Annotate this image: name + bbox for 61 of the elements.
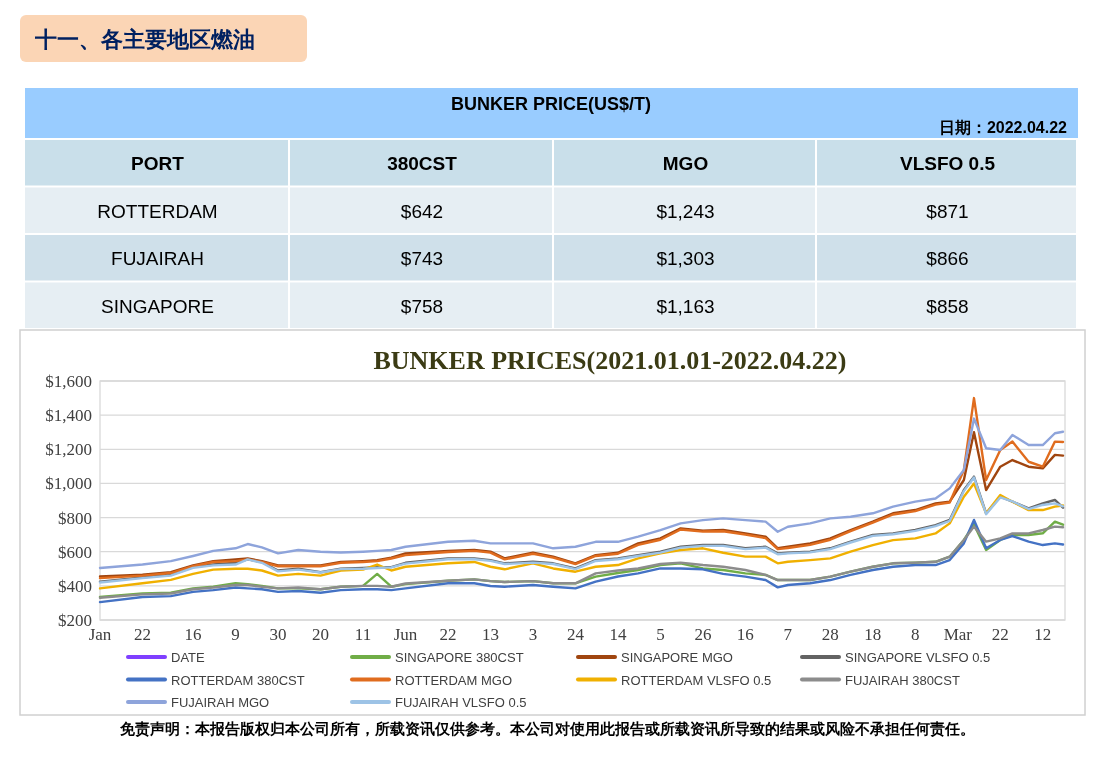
text: PORT	[131, 153, 185, 174]
x-tick-label: Mar	[943, 625, 973, 644]
x-tick-label: 22	[133, 625, 151, 644]
x-tick-label: 14	[609, 625, 627, 644]
text: $642	[400, 200, 444, 222]
category-label: FUJAIRAH	[111, 248, 204, 269]
legend-label: SINGAPORE VLSFO 0.5	[845, 650, 991, 665]
x-tick-label: 9	[231, 625, 240, 644]
category-label: ROTTERDAM	[97, 200, 218, 222]
y-tick-label: $800	[58, 508, 92, 528]
text: BUNKER PRICE(US$/T)	[450, 94, 652, 114]
y-tick-label: $1,200	[45, 440, 92, 460]
x-tick-label: 12	[1034, 625, 1052, 644]
x-tick-label: 5	[656, 625, 665, 644]
category-label: VLSFO 0.5	[899, 153, 996, 174]
legend-label: FUJAIRAH MGO	[171, 695, 270, 710]
x-tick-label: 28	[821, 625, 839, 644]
line-series	[98, 396, 1065, 580]
text: $871	[926, 200, 969, 222]
text: 十一、各主要地区燃油	[34, 27, 255, 52]
text: $858	[926, 295, 969, 317]
x-tick-label: Jun	[393, 625, 418, 644]
text: $1,163	[656, 295, 715, 317]
text: $1,243	[656, 200, 715, 222]
x-tick-label: 30	[269, 625, 287, 644]
legend-label: SINGAPORE 380CST	[395, 650, 524, 665]
legend-label: ROTTERDAM 380CST	[171, 672, 305, 688]
category-label: 380CST	[387, 153, 458, 174]
y-tick-label: $400	[58, 576, 92, 596]
category-label: SINGAPORE	[101, 295, 214, 317]
x-tick-label: 13	[481, 625, 499, 644]
legend-label: ROTTERDAM MGO	[395, 672, 512, 688]
y-tick-label: $1,000	[45, 474, 92, 494]
text: $866	[926, 248, 969, 269]
x-tick-label: 11	[354, 625, 372, 644]
x-tick-label: 20	[312, 625, 330, 644]
text: $743	[400, 248, 444, 269]
y-tick-label: $1,400	[45, 406, 92, 426]
text: 免责声明：本报告版权归本公司所有，所载资讯仅供参考。本公司对使用此报告或所载资讯所导致的结果或风险不承担任何责任。	[118, 720, 975, 737]
text: $1,303	[656, 248, 715, 269]
x-tick-label: 18	[864, 625, 882, 644]
x-tick-label: 26	[694, 625, 712, 644]
y-tick-label: $1,600	[45, 372, 92, 391]
x-tick-label: 24	[566, 625, 585, 644]
legend-label: FUJAIRAH 380CST	[845, 672, 960, 688]
legend-label: DATE	[171, 650, 206, 665]
x-tick-label: 22	[991, 625, 1009, 644]
legend-label: ROTTERDAM VLSFO 0.5	[621, 672, 772, 688]
x-tick-label: 3	[528, 625, 538, 644]
x-tick-label: 16	[184, 625, 202, 644]
x-tick-label: 7	[783, 625, 793, 644]
x-tick-label: 8	[911, 625, 920, 644]
x-tick-label: 22	[439, 625, 457, 644]
text: $758	[400, 295, 444, 317]
text: 日期：2022.04.22	[938, 119, 1068, 136]
legend-label: SINGAPORE MGO	[621, 650, 733, 665]
y-tick-label: $600	[58, 542, 92, 562]
category-label: MGO	[662, 153, 709, 174]
legend-label: FUJAIRAH VLSFO 0.5	[395, 695, 527, 710]
x-tick-label: 16	[736, 625, 754, 644]
chart-title: BUNKER PRICES(2021.01.01-2022.04.22)	[373, 346, 847, 375]
